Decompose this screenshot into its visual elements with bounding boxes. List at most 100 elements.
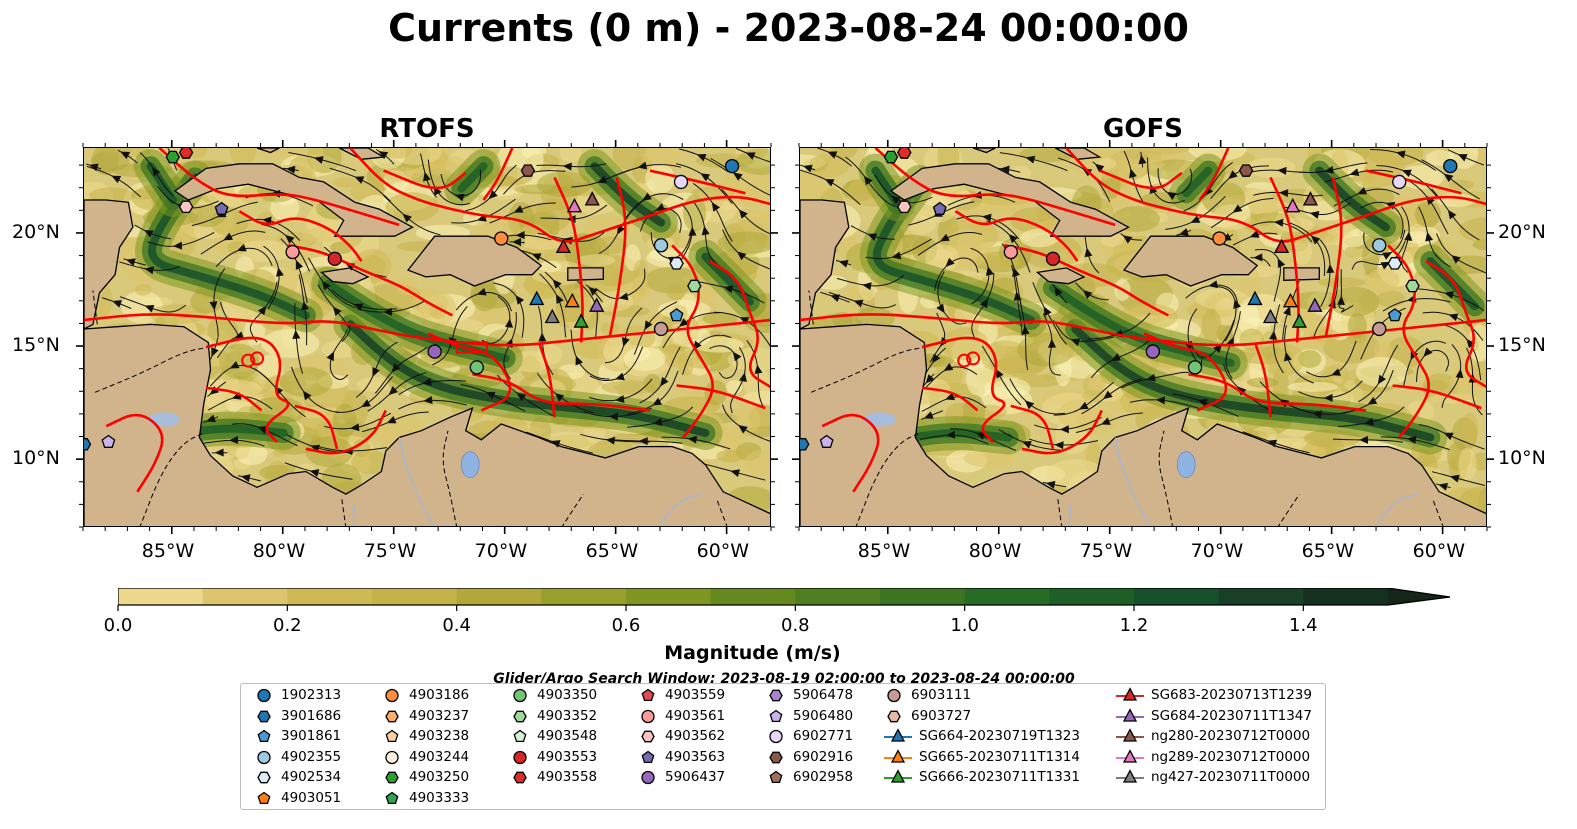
marker-4903558	[178, 148, 194, 159]
legend-entry: 4903350	[509, 687, 597, 703]
legend-label: 4903558	[537, 769, 598, 786]
legend-entry: 3901686	[253, 708, 341, 724]
legend-label: 5906437	[665, 769, 726, 786]
marker-4903186	[494, 231, 509, 246]
legend-label: 3901861	[281, 728, 342, 745]
lat-tick-label-left: 15°N	[12, 334, 60, 357]
colorbar-tick-label: 0.8	[781, 615, 810, 636]
panel-title-rtofs: RTOFS	[379, 114, 475, 144]
pentagon-marker-icon	[385, 729, 399, 743]
marker-4902534	[669, 257, 684, 270]
rivers	[352, 437, 702, 526]
legend-label: 4902355	[281, 748, 342, 765]
hexagon-marker-icon	[385, 710, 399, 722]
streamlines	[86, 148, 770, 483]
legend-label: 4903352	[537, 707, 598, 724]
legend-entry: 6903727	[883, 708, 971, 724]
marker-ng280-20230712T0000	[584, 191, 600, 206]
current-jets	[84, 149, 767, 478]
legend-label: 4903250	[409, 769, 470, 786]
map-canvas-rtofs	[84, 148, 770, 526]
pentagon-marker-icon	[641, 750, 655, 763]
legend-label: ng427-20230711T0000	[1151, 769, 1311, 786]
marker-ng289-20230712T0000	[1285, 197, 1301, 213]
hexagon-marker-icon	[513, 772, 527, 784]
legend-entry: 4903559	[637, 687, 725, 703]
country-borders	[808, 290, 1444, 526]
legend-label: 6903727	[911, 707, 972, 724]
lon-tick-label: 65°W	[585, 540, 639, 562]
lat-tick-label-right: 10°N	[1498, 447, 1546, 470]
eez-boundaries	[800, 148, 1486, 493]
circle-marker-icon	[641, 709, 655, 723]
legend-entry: 4903548	[509, 728, 597, 744]
marker-SG683-20230713T1239	[1274, 238, 1290, 254]
legend-label: 4903553	[537, 748, 598, 765]
marker-4903561	[1003, 244, 1018, 260]
circle-marker-icon	[385, 750, 399, 764]
lon-tick-label: 70°W	[1190, 540, 1244, 562]
lon-tick-label: 60°W	[696, 540, 750, 562]
pentagon-marker-icon	[769, 771, 783, 784]
marker-SG664-20230719T1323	[529, 290, 545, 306]
marker-6902771	[673, 174, 689, 190]
lon-tick-label: 65°W	[1301, 540, 1355, 562]
legend-label: 4903237	[409, 707, 470, 724]
legend-entry: 4903250	[381, 769, 469, 785]
legend-entry: 4903352	[509, 708, 597, 724]
marker-SG664-20230719T1323	[1247, 290, 1263, 306]
legend-entry: SG684-20230711T1347	[1115, 708, 1312, 724]
rivers	[1068, 437, 1418, 526]
legend-label: 6902958	[793, 769, 854, 786]
legend-label: 6902916	[793, 748, 854, 765]
marker-5906480	[819, 434, 834, 448]
circle-marker-icon	[641, 771, 655, 785]
legend-entry: ng280-20230712T0000	[1115, 728, 1310, 744]
colorbar-tick-label: 0.6	[611, 615, 641, 636]
panel-title-gofs: GOFS	[1103, 114, 1183, 144]
legend-label: ng289-20230712T0000	[1151, 748, 1311, 765]
legend-entry: 4903238	[381, 728, 469, 744]
marker-6902771	[1392, 174, 1407, 190]
lon-tick-label: 75°W	[363, 540, 417, 562]
map-panel-rtofs[interactable]	[83, 147, 771, 527]
colorbar-label: Magnitude (m/s)	[664, 642, 841, 664]
legend-label: 4903244	[409, 748, 470, 765]
legend-label: SG664-20230719T1323	[919, 728, 1080, 745]
hexagon-marker-icon	[769, 689, 783, 702]
pentagon-marker-icon	[769, 709, 783, 722]
legend-label: 4903559	[665, 687, 726, 703]
marker-1902313	[1443, 158, 1458, 174]
colorbar-tick-label: 0.0	[103, 615, 133, 636]
legend-entry: 5906437	[637, 769, 725, 785]
legend-label: 1902313	[281, 687, 342, 703]
marker-6902916	[1238, 164, 1254, 177]
map-panel-gofs[interactable]	[799, 147, 1487, 527]
legend-entry: 4902355	[253, 749, 341, 765]
legend-entry: 5906478	[765, 687, 853, 703]
legend: 1902313 3901686 3901861 4902355 4902534 49030…	[240, 683, 1326, 810]
hexagon-marker-icon	[513, 710, 527, 722]
marker-3901686	[84, 438, 92, 451]
legend-label: ng280-20230712T0000	[1151, 728, 1311, 745]
lat-tick-label-left: 20°N	[12, 220, 60, 243]
colorbar-tick-label: 0.4	[442, 615, 471, 636]
legend-entry: 4903563	[637, 749, 725, 765]
marker-1902313	[724, 158, 740, 174]
land	[800, 148, 1486, 526]
legend-entry: 6902958	[765, 769, 853, 785]
marker-4903350	[1187, 360, 1203, 375]
marker-6902916	[520, 164, 536, 177]
pentagon-marker-icon	[641, 688, 655, 702]
colorbar-tick-label: 0.2	[273, 615, 302, 636]
lon-tick-label: 85°W	[857, 540, 911, 562]
hexagon-marker-icon	[641, 730, 655, 743]
legend-entry: SG666-20230711T1331	[883, 769, 1080, 785]
legend-entry: 6903111	[883, 687, 971, 703]
marker-ng289-20230712T0000	[566, 197, 583, 213]
marker-4902534	[1387, 257, 1403, 270]
marker-4903562	[897, 200, 912, 214]
hexagon-marker-icon	[257, 710, 271, 722]
lon-tick-label: 80°W	[968, 540, 1022, 562]
legend-label: SG665-20230711T1314	[919, 748, 1080, 765]
